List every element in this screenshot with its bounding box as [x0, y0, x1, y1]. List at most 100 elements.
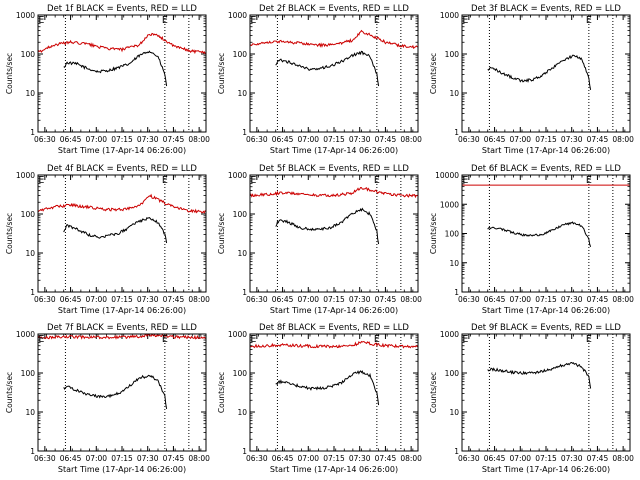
marker-e: E [374, 15, 380, 26]
y-axis-label: Counts/sec [5, 372, 14, 413]
y-tick-label: 1000 [16, 330, 35, 339]
x-axis-label: Start Time (17-Apr-14 06:26:00) [270, 146, 398, 155]
y-tick-label: 10 [449, 408, 459, 417]
chart-title: Det 5f BLACK = Events, RED = LLD [259, 164, 409, 174]
y-tick-label: 1 [242, 128, 247, 137]
x-tick-label: 06:30 [34, 454, 56, 463]
panel-8: Det 8f BLACK = Events, RED = LLD 1 10 100 10… [217, 323, 422, 474]
x-tick-label: 07:00 [509, 135, 531, 144]
x-tick-label: 07:00 [85, 295, 107, 304]
x-tick-label: 06:45 [60, 454, 82, 463]
chart-title: Det 4f BLACK = Events, RED = LLD [47, 164, 197, 174]
y-tick-label: 10 [25, 89, 35, 98]
x-tick-label: 07:45 [587, 454, 609, 463]
x-tick-label: 08:00 [612, 295, 634, 304]
x-tick-label: 07:30 [561, 454, 583, 463]
x-tick-label: 07:30 [349, 454, 371, 463]
y-tick-label: 100 [445, 230, 460, 239]
plot-frame [249, 174, 419, 293]
chart-title: Det 1f BLACK = Events, RED = LLD [47, 4, 197, 14]
plot-frame [461, 14, 631, 133]
y-axis-label: Counts/sec [429, 213, 438, 254]
x-tick-label: 07:45 [587, 135, 609, 144]
y-tick-label: 100 [21, 210, 36, 219]
y-tick-label: 1000 [440, 200, 459, 209]
y-tick-label: 1000 [228, 171, 247, 180]
x-axis-label: Start Time (17-Apr-14 06:26:00) [58, 306, 186, 315]
y-tick-label: 10 [237, 408, 247, 417]
y-tick-label: 1000 [228, 11, 247, 20]
x-tick-label: 07:00 [297, 454, 319, 463]
plot-frame [249, 14, 419, 133]
y-tick-label: 1000 [440, 11, 459, 20]
lld-line [249, 29, 419, 50]
x-tick-label: 06:45 [484, 295, 506, 304]
y-tick-label: 100 [445, 369, 460, 378]
x-tick-label: 07:30 [137, 135, 159, 144]
marker-e: E [586, 334, 592, 345]
panel-7: Det 7f BLACK = Events, RED = LLD 1 10 100 10… [5, 323, 210, 474]
x-tick-label: 07:30 [561, 135, 583, 144]
x-tick-label: 07:15 [535, 135, 557, 144]
x-tick-label: 06:45 [60, 135, 82, 144]
x-tick-label: 06:45 [272, 454, 294, 463]
chart-title: Det 2f BLACK = Events, RED = LLD [259, 4, 409, 14]
y-tick-label: 10 [237, 249, 247, 258]
x-tick-label: 06:45 [484, 454, 506, 463]
x-tick-label: 06:45 [272, 135, 294, 144]
plot-frame [249, 333, 419, 452]
plot-frame [461, 174, 631, 293]
x-axis-label: Start Time (17-Apr-14 06:26:00) [482, 306, 610, 315]
y-axis-label: Counts/sec [217, 53, 226, 94]
lld-line [249, 340, 419, 349]
lld-line [249, 186, 419, 199]
x-tick-label: 06:30 [246, 454, 268, 463]
y-tick-label: 10 [25, 408, 35, 417]
x-tick-label: 07:15 [323, 295, 345, 304]
marker-e: E [586, 15, 592, 26]
y-tick-label: 10 [449, 259, 459, 268]
marker-e: E [250, 15, 256, 26]
x-tick-label: 08:00 [400, 135, 422, 144]
marker-e: E [38, 175, 44, 186]
x-axis-label: Start Time (17-Apr-14 06:26:00) [270, 465, 398, 474]
x-tick-label: 07:00 [297, 135, 319, 144]
y-tick-label: 1 [242, 447, 247, 456]
y-axis-label: Counts/sec [5, 53, 14, 94]
panel-5: Det 5f BLACK = Events, RED = LLD 1 10 100 10… [217, 164, 422, 315]
marker-e: E [162, 334, 168, 345]
x-axis-label: Start Time (17-Apr-14 06:26:00) [58, 146, 186, 155]
x-tick-label: 07:45 [375, 135, 397, 144]
x-tick-label: 06:30 [458, 295, 480, 304]
x-tick-label: 07:00 [509, 454, 531, 463]
lld-line [37, 193, 207, 214]
y-axis-label: Counts/sec [429, 372, 438, 413]
y-tick-label: 1 [454, 288, 459, 297]
marker-e: E [374, 334, 380, 345]
y-tick-label: 10 [449, 89, 459, 98]
panel-3: Det 3f BLACK = Events, RED = LLD 1 10 100 10… [429, 4, 634, 155]
x-tick-label: 06:30 [34, 295, 56, 304]
x-tick-label: 06:30 [246, 135, 268, 144]
marker-e: E [250, 334, 256, 345]
x-tick-label: 07:30 [561, 295, 583, 304]
panel-9: Det 9f BLACK = Events, RED = LLD 1 10 100 10… [429, 323, 634, 474]
y-axis-label: Counts/sec [217, 213, 226, 254]
y-tick-label: 10 [237, 89, 247, 98]
x-tick-label: 07:15 [111, 295, 133, 304]
x-tick-label: 07:45 [587, 295, 609, 304]
x-tick-label: 08:00 [400, 454, 422, 463]
y-axis-label: Counts/sec [429, 53, 438, 94]
y-tick-label: 100 [233, 50, 248, 59]
x-axis-label: Start Time (17-Apr-14 06:26:00) [58, 465, 186, 474]
lld-line [37, 333, 207, 340]
y-axis-label: Counts/sec [217, 372, 226, 413]
x-tick-label: 08:00 [188, 295, 210, 304]
y-tick-label: 10000 [435, 171, 459, 180]
panel-4: Det 4f BLACK = Events, RED = LLD 1 10 100 10… [5, 164, 210, 315]
x-tick-label: 08:00 [400, 295, 422, 304]
x-tick-label: 07:15 [111, 135, 133, 144]
x-tick-label: 07:00 [297, 295, 319, 304]
x-tick-label: 07:45 [163, 295, 185, 304]
